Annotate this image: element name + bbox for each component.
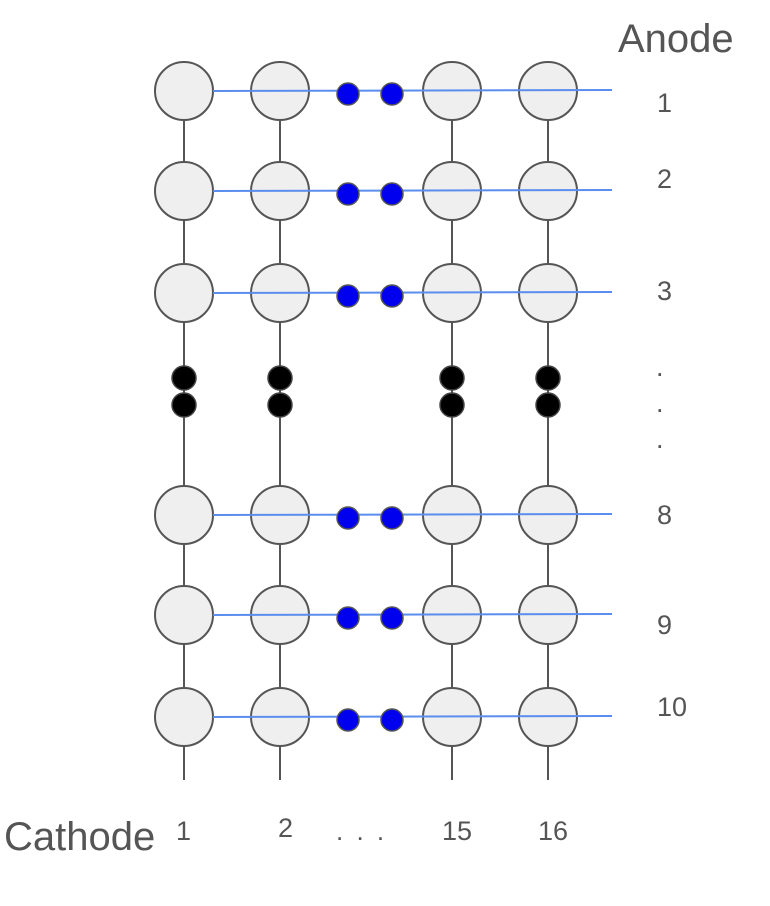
matrix-cell bbox=[154, 687, 214, 747]
row-ellipsis-dot bbox=[336, 82, 360, 106]
cathode-column-label: 2 bbox=[278, 813, 293, 843]
anode-title: Anode bbox=[618, 17, 734, 61]
vertical-ellipsis-dot: . bbox=[656, 388, 664, 418]
matrix-cell bbox=[154, 263, 214, 323]
row-ellipsis-dot bbox=[336, 182, 360, 206]
anode-line-1 bbox=[212, 89, 613, 92]
anode-lines bbox=[212, 89, 613, 718]
row-ellipsis-dot bbox=[336, 708, 360, 732]
anode-row-label: 1 bbox=[657, 88, 672, 118]
cathode-column-label: 15 bbox=[442, 816, 472, 846]
anode-row-label: 10 bbox=[657, 692, 687, 722]
row-ellipsis-dot bbox=[336, 506, 360, 530]
anode-row-label: 3 bbox=[657, 276, 672, 306]
row-ellipsis-dot bbox=[380, 506, 404, 530]
column-ellipsis-dot bbox=[267, 392, 293, 418]
anode-row-label: 9 bbox=[657, 610, 672, 640]
anode-line-10 bbox=[212, 715, 613, 718]
column-ellipsis-dot bbox=[171, 365, 197, 391]
column-ellipsis-dot bbox=[267, 365, 293, 391]
matrix-cell bbox=[154, 485, 214, 545]
vertical-ellipsis-dot: . bbox=[656, 352, 664, 382]
row-ellipsis-dot bbox=[336, 284, 360, 308]
vertical-ellipsis-dot: . bbox=[656, 424, 664, 454]
cathode-horizontal-ellipsis: . . . bbox=[336, 816, 387, 846]
anode-vertical-ellipsis: ... bbox=[656, 352, 664, 454]
row-ellipsis-dot bbox=[336, 606, 360, 630]
cathode-column-labels: 1 2 15 16 bbox=[176, 813, 568, 846]
column-ellipsis-dots bbox=[171, 365, 561, 418]
matrix-cell bbox=[154, 161, 214, 221]
row-ellipsis-dot bbox=[380, 284, 404, 308]
column-ellipsis-dot bbox=[171, 392, 197, 418]
matrix-cells bbox=[154, 61, 578, 747]
anode-row-label: 8 bbox=[657, 500, 672, 530]
anode-row-label: 2 bbox=[657, 164, 672, 194]
matrix-cell bbox=[154, 61, 214, 121]
anode-line-3 bbox=[212, 291, 613, 294]
cathode-column-label: 1 bbox=[176, 816, 191, 846]
anode-line-8 bbox=[212, 513, 613, 516]
anode-line-2 bbox=[212, 189, 613, 192]
row-ellipsis-dot bbox=[380, 606, 404, 630]
cathode-column-label: 16 bbox=[538, 816, 568, 846]
row-ellipsis-dot bbox=[380, 182, 404, 206]
anode-line-9 bbox=[212, 613, 613, 616]
anode-row-labels: 1 2 3 8 9 10 bbox=[657, 88, 687, 722]
row-ellipsis-dots bbox=[336, 82, 404, 732]
cathode-title: Cathode bbox=[4, 815, 155, 859]
column-ellipsis-dot bbox=[439, 392, 465, 418]
column-ellipsis-dot bbox=[535, 392, 561, 418]
row-ellipsis-dot bbox=[380, 708, 404, 732]
column-ellipsis-dot bbox=[535, 365, 561, 391]
cathode-lines bbox=[183, 118, 549, 780]
column-ellipsis-dot bbox=[439, 365, 465, 391]
row-ellipsis-dot bbox=[380, 82, 404, 106]
matrix-cell bbox=[154, 585, 214, 645]
